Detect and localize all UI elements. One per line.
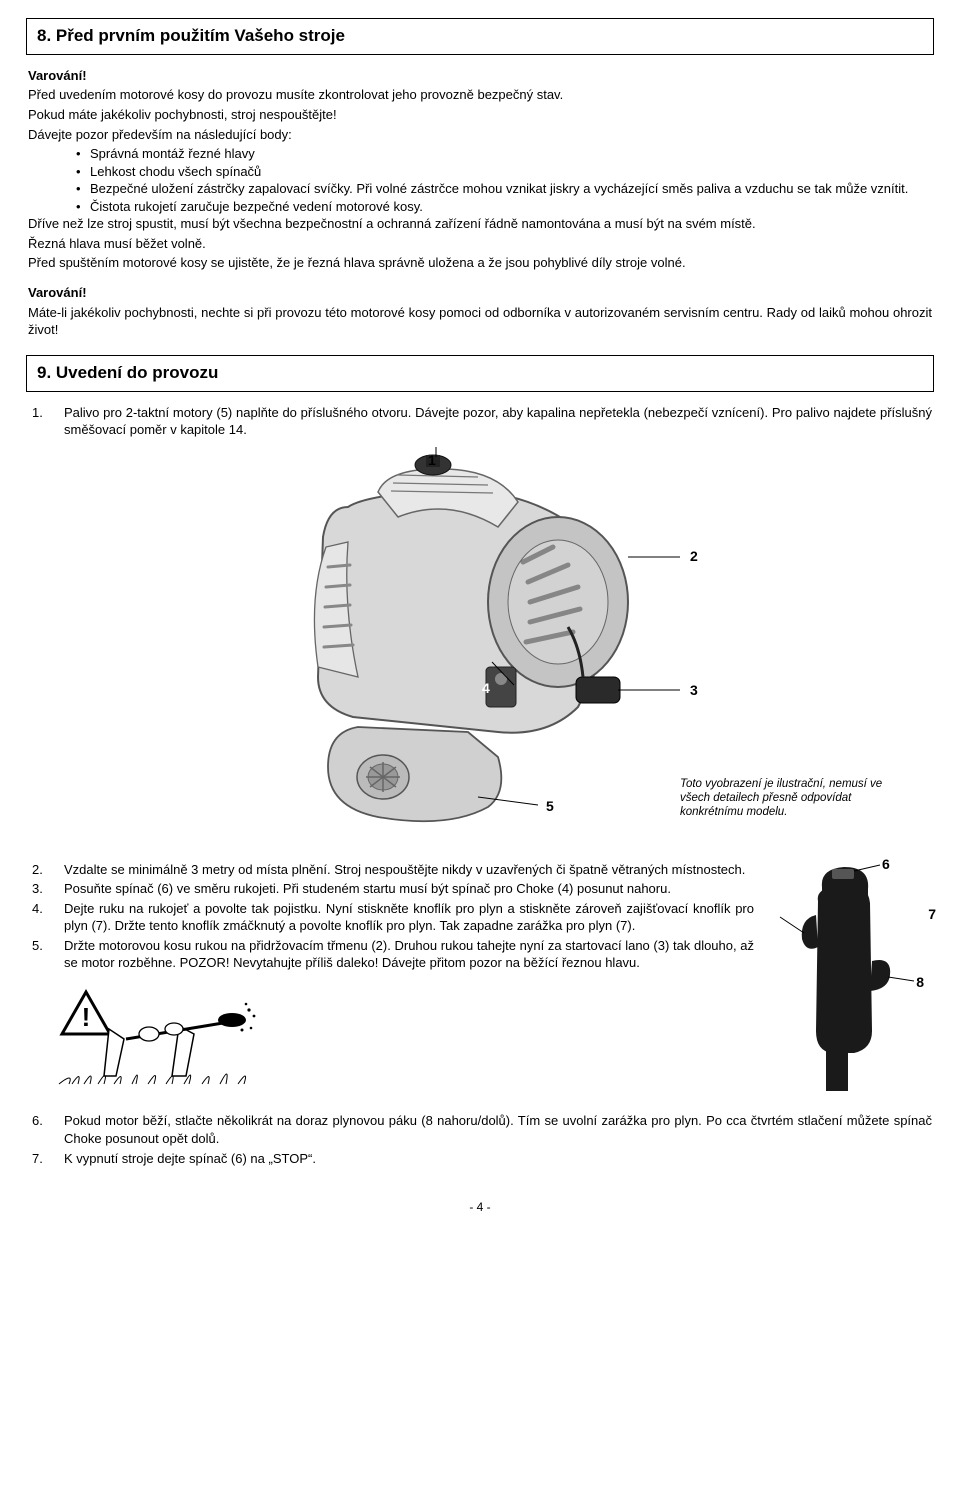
steps-6-7: 6.Pokud motor běží, stlačte několikrát n… bbox=[28, 1112, 932, 1167]
section9-body: 1. Palivo pro 2-taktní motory (5) naplňt… bbox=[26, 404, 934, 1184]
callout-2: 2 bbox=[690, 547, 698, 566]
warning-label: Varování! bbox=[28, 284, 932, 302]
steps-and-handle: 2.Vzdalte se minimálně 3 metry od místa … bbox=[28, 861, 932, 1113]
step-number: 7. bbox=[28, 1150, 64, 1168]
page-number: - 4 - bbox=[26, 1199, 934, 1215]
warning-label: Varování! bbox=[28, 67, 932, 85]
warning-illustration: ! bbox=[54, 984, 264, 1094]
bullet-dot: • bbox=[76, 163, 90, 181]
s8-p2: Pokud máte jakékoliv pochybnosti, stroj … bbox=[28, 106, 932, 124]
step-number: 5. bbox=[28, 937, 64, 972]
s8-p5: Řezná hlava musí běžet volně. bbox=[28, 235, 932, 253]
bullet-text: Bezpečné uložení zástrčky zapalovací sví… bbox=[90, 180, 908, 198]
bullet-dot: • bbox=[76, 180, 90, 198]
bullet-dot: • bbox=[76, 198, 90, 216]
figure-caption: Toto vyobrazení je ilustrační, nemusí ve… bbox=[680, 777, 885, 820]
s8-p6: Před spuštěním motorové kosy se ujistěte… bbox=[28, 254, 932, 272]
callout-4: 4 bbox=[482, 679, 490, 698]
handle-figure: 6 7 8 bbox=[772, 861, 932, 1096]
step-item: 1. Palivo pro 2-taktní motory (5) naplňt… bbox=[28, 404, 932, 439]
callout-1: 1 bbox=[428, 451, 436, 470]
step-text: Pokud motor běží, stlačte několikrát na … bbox=[64, 1112, 932, 1147]
step-item: 6.Pokud motor běží, stlačte několikrát n… bbox=[28, 1112, 932, 1147]
s8-p3: Dávejte pozor především na následující b… bbox=[28, 126, 932, 144]
steps-list: 1. Palivo pro 2-taktní motory (5) naplňt… bbox=[28, 404, 932, 439]
bullet-text: Lehkost chodu všech spínačů bbox=[90, 163, 261, 181]
step-number: 3. bbox=[28, 880, 64, 898]
engine-figure: 1 2 3 4 5 Toto vyobrazení je ilustrační,… bbox=[28, 447, 932, 857]
handle-illustration bbox=[772, 861, 932, 1091]
callout-8: 8 bbox=[916, 973, 924, 992]
step-text: K vypnutí stroje dejte spínač (6) na „ST… bbox=[64, 1150, 932, 1168]
step-number: 2. bbox=[28, 861, 64, 879]
step-item: 2.Vzdalte se minimálně 3 metry od místa … bbox=[28, 861, 754, 879]
step-item: 3.Posuňte spínač (6) ve směru rukojeti. … bbox=[28, 880, 754, 898]
callout-3: 3 bbox=[690, 681, 698, 700]
step-text: Palivo pro 2-taktní motory (5) naplňte d… bbox=[64, 404, 932, 439]
step-item: 7.K vypnutí stroje dejte spínač (6) na „… bbox=[28, 1150, 932, 1168]
step-number: 4. bbox=[28, 900, 64, 935]
step-text: Dejte ruku na rukojeť a povolte tak poji… bbox=[64, 900, 754, 935]
s8-bullets: •Správná montáž řezné hlavy •Lehkost cho… bbox=[76, 145, 932, 215]
step-text: Posuňte spínač (6) ve směru rukojeti. Př… bbox=[64, 880, 754, 898]
bullet-dot: • bbox=[76, 145, 90, 163]
step-item: 4.Dejte ruku na rukojeť a povolte tak po… bbox=[28, 900, 754, 935]
callout-6: 6 bbox=[882, 855, 890, 874]
callout-5: 5 bbox=[546, 797, 554, 816]
section8-header: 8. Před prvním použitím Vašeho stroje bbox=[26, 18, 934, 55]
svg-text:!: ! bbox=[82, 1002, 91, 1032]
section9-header: 9. Uvedení do provozu bbox=[26, 355, 934, 392]
step-number: 6. bbox=[28, 1112, 64, 1147]
s8-p4: Dříve než lze stroj spustit, musí být vš… bbox=[28, 215, 932, 233]
steps-2-5: 2.Vzdalte se minimálně 3 metry od místa … bbox=[28, 861, 754, 1113]
bullet-text: Správná montáž řezné hlavy bbox=[90, 145, 255, 163]
step-text: Držte motorovou kosu rukou na přidržovac… bbox=[64, 937, 754, 972]
s8-p7: Máte-li jakékoliv pochybnosti, nechte si… bbox=[28, 304, 932, 339]
s8-p1: Před uvedením motorové kosy do provozu m… bbox=[28, 86, 932, 104]
step-item: 5.Držte motorovou kosu rukou na přidržov… bbox=[28, 937, 754, 972]
step-text: Vzdalte se minimálně 3 metry od místa pl… bbox=[64, 861, 754, 879]
callout-7: 7 bbox=[928, 905, 936, 924]
step-number: 1. bbox=[28, 404, 64, 439]
section8-body: Varování! Před uvedením motorové kosy do… bbox=[26, 67, 934, 355]
bullet-text: Čistota rukojetí zaručuje bezpečné veden… bbox=[90, 198, 423, 216]
engine-illustration bbox=[268, 447, 708, 847]
